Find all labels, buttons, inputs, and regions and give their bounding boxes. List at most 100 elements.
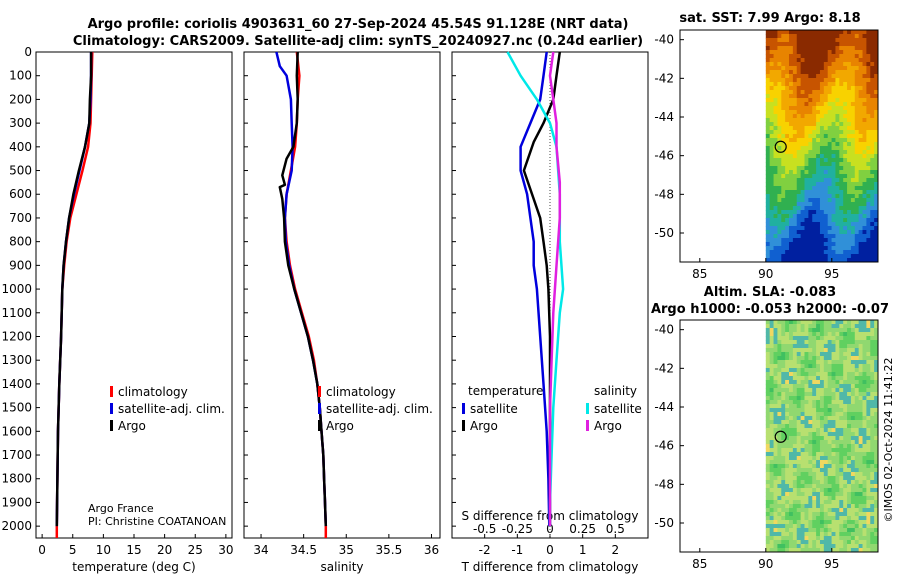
map-cell [854, 416, 860, 421]
map-cell [765, 30, 771, 35]
map-cell [800, 214, 805, 219]
map-cell [874, 170, 879, 175]
map-cell [800, 364, 805, 369]
legend-label: Argo [594, 419, 622, 433]
map-cell [870, 352, 875, 357]
map-cell [850, 114, 856, 119]
map-cell [862, 500, 867, 505]
map-cell [862, 90, 867, 95]
map-cell [850, 158, 856, 163]
map-cell [808, 524, 813, 529]
map-cell [854, 372, 860, 377]
map-cell [796, 70, 802, 75]
map-cell [785, 58, 790, 63]
map-cell [835, 246, 840, 251]
map-cell [839, 468, 844, 473]
map-cell [769, 134, 775, 139]
map-cell [870, 324, 875, 329]
map-cell [765, 428, 771, 433]
map-cell [819, 444, 825, 449]
map-cell [870, 480, 875, 485]
map-cell [839, 344, 844, 349]
map-cell [874, 384, 879, 389]
map-cell [823, 512, 829, 517]
map-cell [789, 146, 794, 151]
map-cell [827, 444, 833, 449]
map-cell [808, 102, 813, 107]
map-cell [796, 226, 802, 231]
map-cell [808, 210, 813, 215]
map-cell [773, 58, 778, 63]
map-cell [812, 384, 817, 389]
map-cell [862, 158, 867, 163]
map-cell [854, 452, 860, 457]
x-tick-label: 20 [157, 543, 172, 557]
map-cell [823, 444, 829, 449]
map-cell [827, 198, 833, 203]
map-cell [843, 62, 848, 67]
map-cell [785, 500, 790, 505]
map-cell [831, 328, 836, 333]
map-cell [843, 258, 848, 263]
map-cell [765, 456, 771, 461]
map-cell [785, 328, 790, 333]
map-cell [804, 46, 809, 51]
map-cell [823, 194, 829, 199]
map-cell [765, 540, 771, 545]
map-cell [835, 392, 840, 397]
map-cell [847, 460, 852, 465]
map-cell [800, 222, 805, 227]
map-cell [827, 70, 833, 75]
map-cell [858, 214, 864, 219]
map-cell [850, 222, 856, 227]
map-cell [808, 218, 813, 223]
map-cell [827, 528, 833, 533]
map-cell [866, 174, 871, 179]
map-cell [854, 102, 860, 107]
map-cell [785, 54, 790, 59]
map-cell [862, 134, 867, 139]
map-cell [839, 146, 844, 151]
map-cell [839, 528, 844, 533]
map-cell [823, 90, 829, 95]
map-cell [850, 178, 856, 183]
map-cell [847, 516, 852, 521]
map-cell [808, 528, 813, 533]
map-cell [862, 436, 867, 441]
map-cell [843, 440, 848, 445]
map-cell [792, 364, 798, 369]
map-cell [858, 82, 864, 87]
map-cell [777, 134, 782, 139]
map-cell [769, 202, 775, 207]
map-cell [827, 38, 833, 43]
map-cell [796, 62, 802, 67]
map-cell [850, 70, 856, 75]
map-cell [835, 408, 840, 413]
map-cell [854, 440, 860, 445]
map-cell [839, 424, 844, 429]
map-cell [843, 420, 848, 425]
map-cell [823, 384, 829, 389]
map-cell [792, 122, 798, 127]
map-cell [843, 214, 848, 219]
map-cell [765, 512, 771, 517]
map-cell [839, 162, 844, 167]
map-cell [823, 412, 829, 417]
map-cell [835, 222, 840, 227]
map-cell [789, 66, 794, 71]
map-cell [781, 324, 786, 329]
map-cell [773, 356, 778, 361]
map-cell [785, 166, 790, 171]
map-cell [796, 324, 802, 329]
map-cell [777, 182, 782, 187]
map-cell [823, 66, 829, 71]
map-cell [854, 70, 860, 75]
map-cell [843, 448, 848, 453]
map-cell [796, 234, 802, 239]
map-cell [835, 178, 840, 183]
map-cell [862, 348, 867, 353]
map-cell [804, 480, 809, 485]
map-cell [781, 246, 786, 251]
map-cell [854, 30, 860, 35]
map-cell [854, 118, 860, 123]
